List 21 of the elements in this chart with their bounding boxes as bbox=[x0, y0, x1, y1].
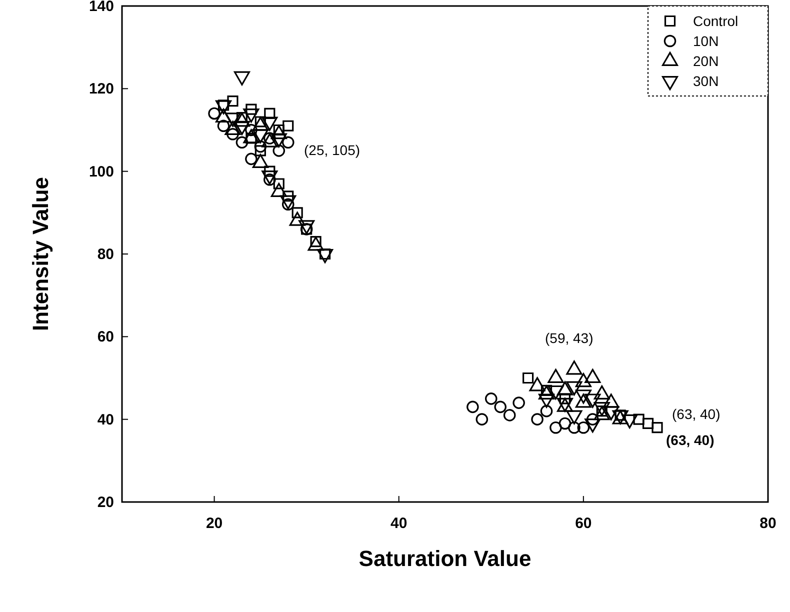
y-tick-label: 20 bbox=[97, 494, 114, 511]
y-tick-label: 40 bbox=[97, 411, 114, 428]
annotation: (59, 43) bbox=[545, 330, 594, 346]
x-tick-label: 80 bbox=[760, 515, 776, 532]
x-tick-label: 20 bbox=[206, 515, 223, 532]
y-tick-label: 100 bbox=[88, 163, 114, 180]
y-tick-label: 140 bbox=[88, 0, 114, 15]
x-axis-title: Saturation Value bbox=[358, 546, 532, 571]
annotation: (63, 40) bbox=[666, 432, 714, 448]
legend-label: 10N bbox=[693, 33, 719, 49]
y-axis-title: Intensity Value bbox=[28, 176, 53, 332]
legend-label: 20N bbox=[693, 53, 719, 69]
x-tick-label: 40 bbox=[390, 515, 408, 532]
annotation: (25, 105) bbox=[304, 142, 360, 158]
y-tick-label: 80 bbox=[97, 246, 114, 263]
legend-label: 30N bbox=[693, 73, 719, 89]
y-tick-label: 60 bbox=[97, 328, 114, 346]
y-tick-label: 120 bbox=[88, 80, 114, 98]
x-tick-label: 60 bbox=[575, 515, 592, 532]
legend-label: Control bbox=[693, 13, 738, 29]
annotation: (63, 40) bbox=[672, 406, 720, 422]
